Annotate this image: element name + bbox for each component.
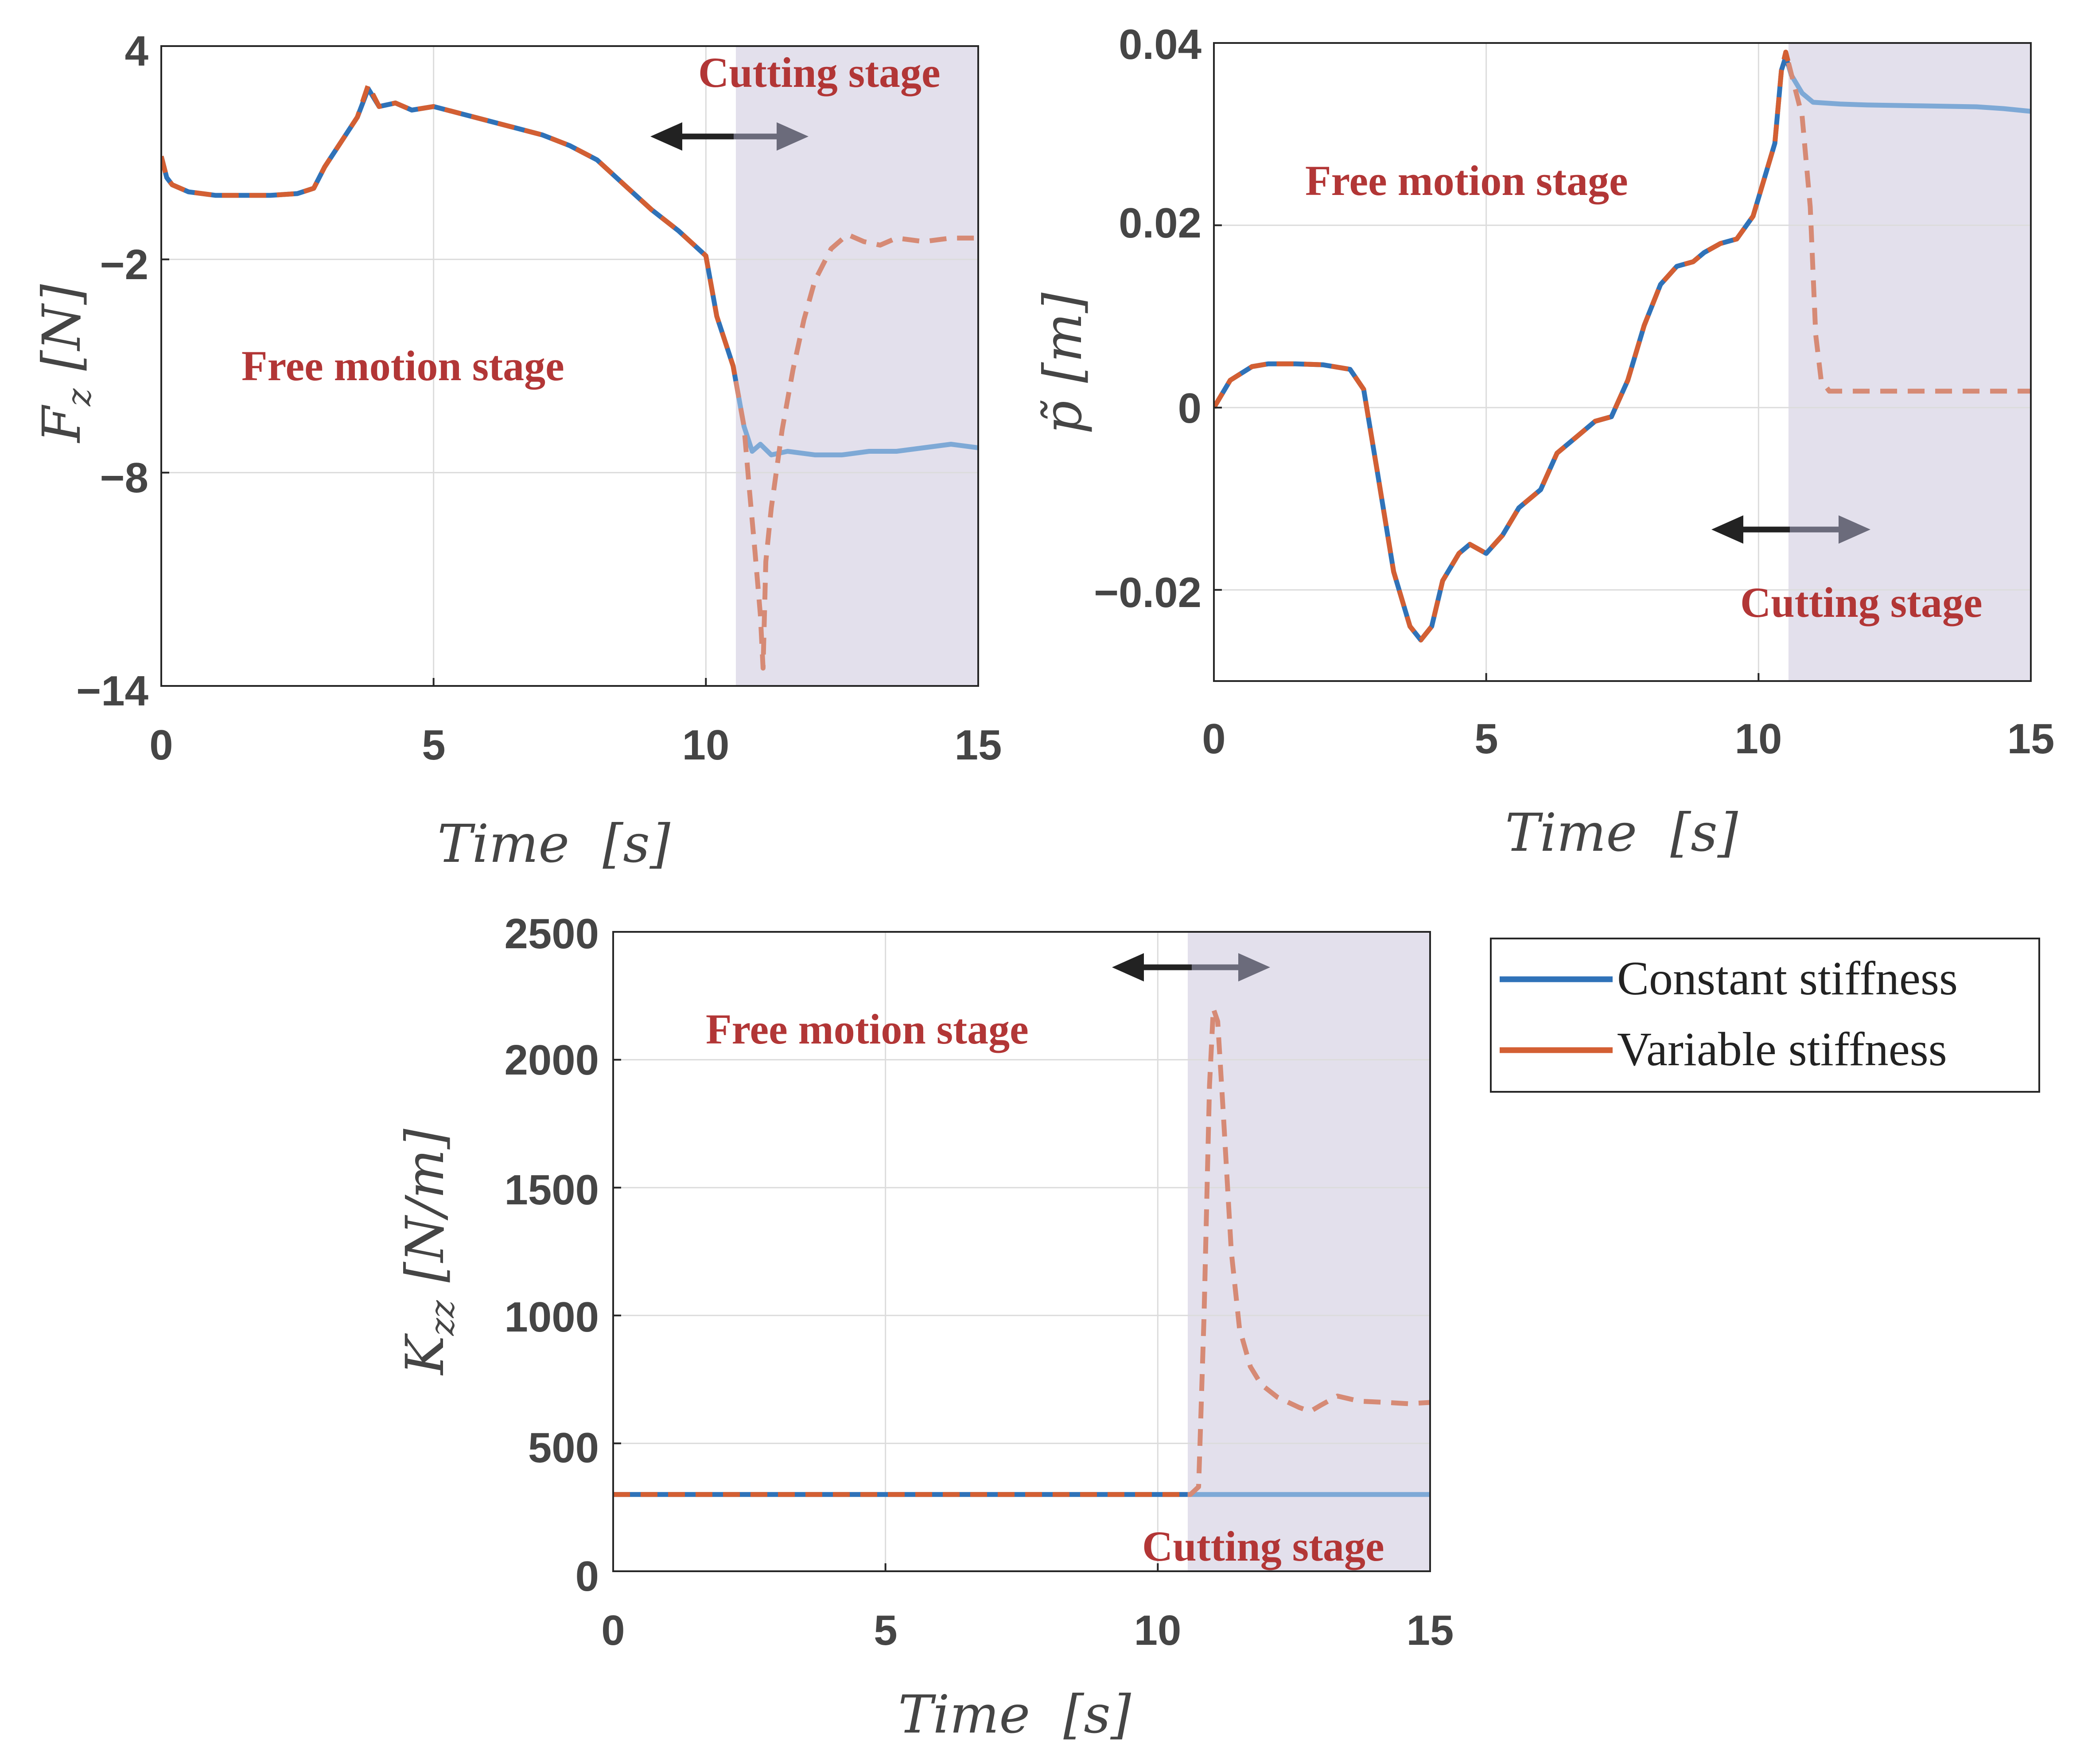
p-stage-arrow: [1711, 515, 1870, 544]
k-xtick-label: 5: [874, 1607, 897, 1654]
fz-xtick-label: 10: [682, 721, 730, 769]
fz-axes-box: [160, 45, 979, 687]
k-axes-box: [612, 931, 1431, 1572]
k-series-variable-shaded: [1187, 1006, 1430, 1497]
p-xtick-label: 0: [1202, 715, 1225, 763]
fz-ticks: [160, 45, 979, 687]
legend-label-variable: Variable stiffness: [1617, 1023, 1947, 1076]
p-ytick-label: 0.02: [1119, 199, 1201, 247]
p-xtick-label: 5: [1474, 715, 1498, 763]
fz-series-constant-shaded: [733, 381, 978, 458]
p-ticks: [1213, 42, 2032, 681]
fz-annotation-cutting: Cutting stage: [698, 49, 941, 96]
k-ytick-label: 1000: [504, 1293, 599, 1341]
fz-xtick-label: 5: [422, 721, 445, 769]
k-ticks: [612, 931, 1431, 1572]
chart-k: 2500 2000 1500 1000 500 0 0 5 10 15 Time…: [394, 910, 1454, 1745]
k-ytick-label: 2500: [504, 910, 599, 958]
fz-xtick-label: 0: [149, 721, 173, 769]
p-annotation-cutting: Cutting stage: [1740, 579, 1983, 626]
k-ytick-label: 2000: [504, 1036, 599, 1084]
p-cutting-region: [1788, 43, 2031, 681]
k-xtick-label: 15: [1407, 1607, 1454, 1654]
fz-annotation-free-motion: Free motion stage: [241, 342, 564, 389]
legend-label-constant: Constant stiffness: [1617, 952, 1958, 1005]
chart-p: 0.04 0.02 0 −0.02 0 5 10 15 Time [s] p̃[…: [1032, 21, 2054, 863]
legend: Constant stiffness Variable stiffness: [1490, 938, 2040, 1093]
fz-xtick-label: 15: [955, 721, 1002, 769]
k-ytick-label: 500: [528, 1424, 599, 1472]
fz-ytick-label: −14: [76, 667, 148, 715]
fz-cutting-region: [735, 46, 978, 686]
k-xtick-label: 10: [1134, 1607, 1182, 1654]
k-cutting-region: [1187, 932, 1430, 1571]
chart-fz: 4 −2 −8 −14 0 5 10 15 Time [s] Fz[N] Fre…: [31, 27, 1002, 874]
k-annotation-free-motion: Free motion stage: [706, 1005, 1029, 1053]
k-xlabel: Time [s]: [898, 1684, 1131, 1745]
fz-ytick-label: −2: [100, 241, 148, 288]
p-xlabel: Time [s]: [1505, 802, 1738, 863]
k-xtick-label: 0: [601, 1607, 625, 1654]
p-axes-box: [1213, 42, 2032, 682]
fz-series-constant: [161, 86, 739, 382]
p-xtick-label: 10: [1735, 715, 1782, 763]
k-annotation-cutting: Cutting stage: [1142, 1523, 1384, 1570]
p-ylabel: p̃[m]: [1032, 292, 1093, 434]
p-ytick-label: −0.02: [1094, 569, 1201, 616]
p-ytick-label: 0.04: [1119, 21, 1201, 68]
fz-stage-arrow: [650, 122, 809, 151]
fz-ytick-label: −8: [100, 454, 148, 502]
fz-ylabel: Fz[N]: [31, 284, 98, 443]
p-ytick-label: 0: [1178, 385, 1201, 432]
k-ytick-label: 0: [575, 1553, 599, 1600]
p-series-constant-shaded: [1786, 65, 2031, 114]
k-ytick-label: 1500: [504, 1166, 599, 1214]
p-xtick-label: 15: [2007, 715, 2055, 763]
fz-xlabel: Time [s]: [437, 813, 671, 874]
legend-box: [1490, 938, 2040, 1093]
p-series-variable: [1214, 50, 1791, 643]
fz-ytick-label: 4: [125, 27, 148, 75]
k-ylabel: Kzz[N/m]: [394, 1128, 462, 1375]
k-stage-arrow: [1112, 953, 1270, 981]
fz-series-variable-shaded: [733, 232, 978, 671]
p-annotation-free-motion: Free motion stage: [1305, 157, 1628, 204]
